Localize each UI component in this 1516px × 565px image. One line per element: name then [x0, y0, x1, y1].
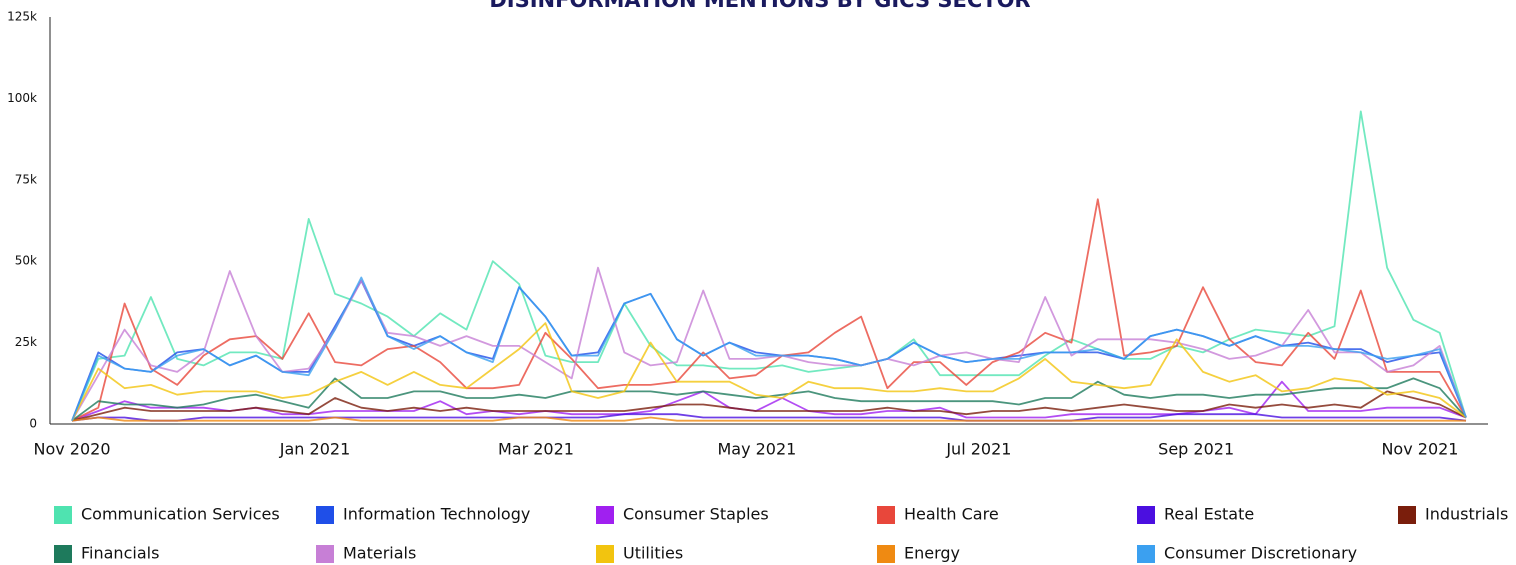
- y-tick-label: 0: [29, 417, 37, 431]
- legend-swatch: [54, 545, 72, 563]
- legend-label: Health Care: [904, 505, 999, 524]
- x-tick-label: Jan 2021: [279, 440, 350, 459]
- y-tick-label: 125k: [7, 10, 37, 24]
- legend-label: Industrials: [1425, 505, 1508, 524]
- legend-swatch: [1398, 506, 1416, 524]
- series-line: [71, 279, 1467, 422]
- series-line: [71, 276, 1467, 422]
- legend-swatch: [54, 506, 72, 524]
- x-tick-label: Jul 2021: [945, 440, 1011, 459]
- legend-swatch: [596, 506, 614, 524]
- x-tick-label: Nov 2020: [33, 440, 110, 459]
- legend-label: Real Estate: [1164, 505, 1254, 524]
- legend-label: Materials: [343, 544, 416, 563]
- legend-label: Utilities: [623, 544, 683, 563]
- legend-label: Communication Services: [81, 505, 280, 524]
- series-line: [71, 266, 1467, 422]
- legend-swatch: [877, 506, 895, 524]
- y-tick-label: 25k: [15, 335, 37, 349]
- legend-swatch: [1137, 545, 1155, 563]
- x-tick-label: Sep 2021: [1158, 440, 1234, 459]
- legend-label: Information Technology: [343, 505, 530, 524]
- legend-swatch: [316, 506, 334, 524]
- chart-title: DISINFORMATION MENTIONS BY GICS SECTOR: [489, 0, 1030, 12]
- legend-label: Consumer Discretionary: [1164, 544, 1357, 563]
- x-tick-label: Nov 2021: [1381, 440, 1458, 459]
- series-line: [71, 198, 1467, 422]
- legend-swatch: [596, 545, 614, 563]
- series-line: [71, 390, 1467, 422]
- y-tick-label: 75k: [15, 172, 37, 186]
- legend-swatch: [1137, 506, 1155, 524]
- series-line: [71, 322, 1467, 422]
- legend-swatch: [316, 545, 334, 563]
- x-tick-label: Mar 2021: [498, 440, 574, 459]
- series-line: [71, 413, 1467, 422]
- legend-label: Financials: [81, 544, 159, 563]
- y-tick-label: 50k: [15, 254, 37, 268]
- x-tick-label: May 2021: [717, 440, 796, 459]
- legend-label: Energy: [904, 544, 960, 563]
- legend-label: Consumer Staples: [623, 505, 769, 524]
- legend-swatch: [877, 545, 895, 563]
- series-line: [71, 110, 1467, 422]
- series-line: [71, 416, 1466, 422]
- y-tick-label: 100k: [7, 91, 37, 105]
